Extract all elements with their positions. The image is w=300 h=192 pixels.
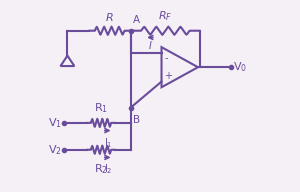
Text: V$_1$: V$_1$ [48, 116, 62, 130]
Text: R: R [106, 13, 114, 23]
Text: B: B [133, 115, 140, 125]
Text: V$_0$: V$_0$ [232, 60, 247, 74]
Text: A: A [133, 15, 140, 25]
Text: +: + [164, 71, 172, 81]
Text: I$_2$: I$_2$ [104, 162, 113, 176]
Text: I: I [148, 41, 152, 51]
Text: R$_F$: R$_F$ [158, 9, 172, 23]
Text: R$_2$: R$_2$ [94, 162, 108, 176]
Text: V$_2$: V$_2$ [48, 143, 62, 157]
Text: -: - [164, 53, 168, 63]
Text: R$_1$: R$_1$ [94, 101, 108, 115]
Text: I$_1$: I$_1$ [104, 136, 113, 150]
